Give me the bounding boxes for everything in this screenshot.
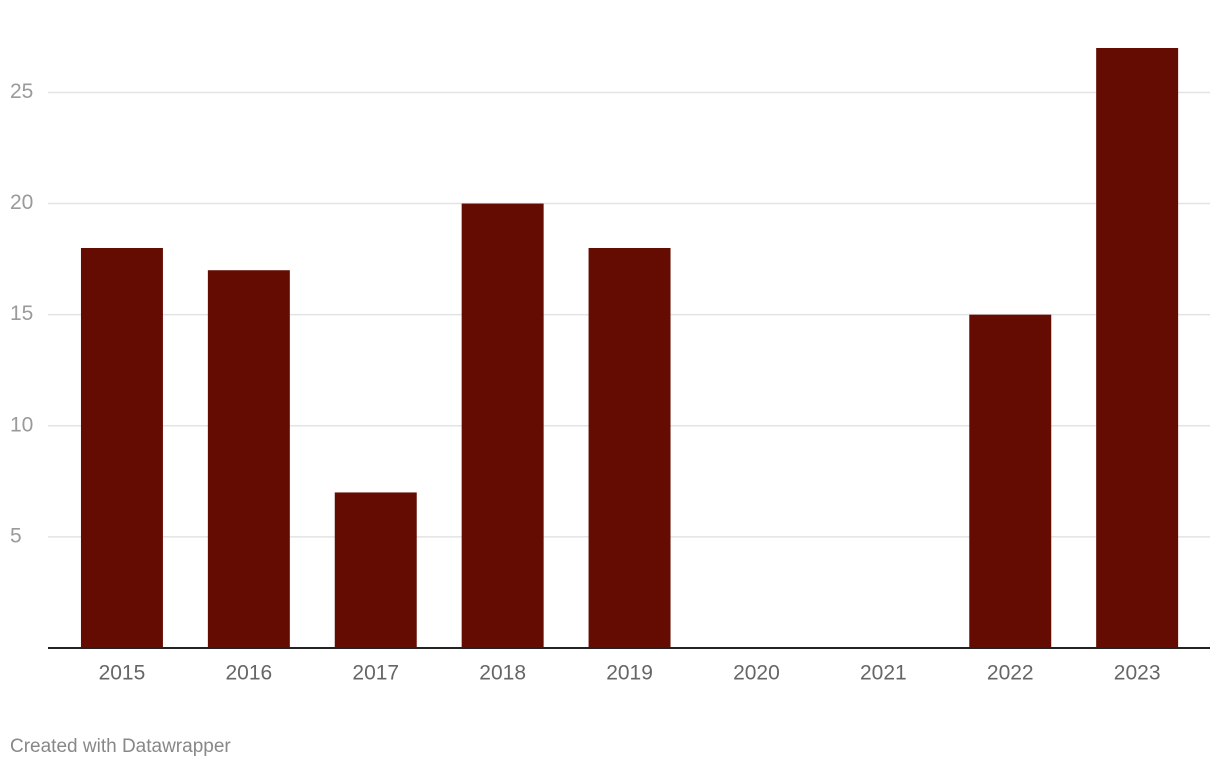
x-tick-label: 2020 [733,662,780,685]
y-tick-label: 10 [10,413,33,436]
bar [334,492,417,648]
x-tick-label: 2022 [987,662,1034,685]
bar [207,270,290,648]
y-tick-label: 25 [10,80,33,103]
x-tick-label: 2018 [479,662,526,685]
bar [1096,48,1179,648]
y-tick-label: 5 [10,524,22,547]
footer: Created with Datawrapper [10,736,231,757]
x-tick-label: 2021 [860,662,907,685]
y-tick-label: 15 [10,302,33,325]
x-tick-label: 2016 [225,662,272,685]
bar [969,314,1052,648]
x-tick-label: 2017 [352,662,399,685]
bar [461,203,544,649]
x-tick-label: 2019 [606,662,653,685]
bar [80,248,163,648]
x-tick-label: 2023 [1114,662,1161,685]
y-tick-label: 20 [10,191,33,214]
x-tick-label: 2015 [99,662,146,685]
bar [588,248,671,648]
